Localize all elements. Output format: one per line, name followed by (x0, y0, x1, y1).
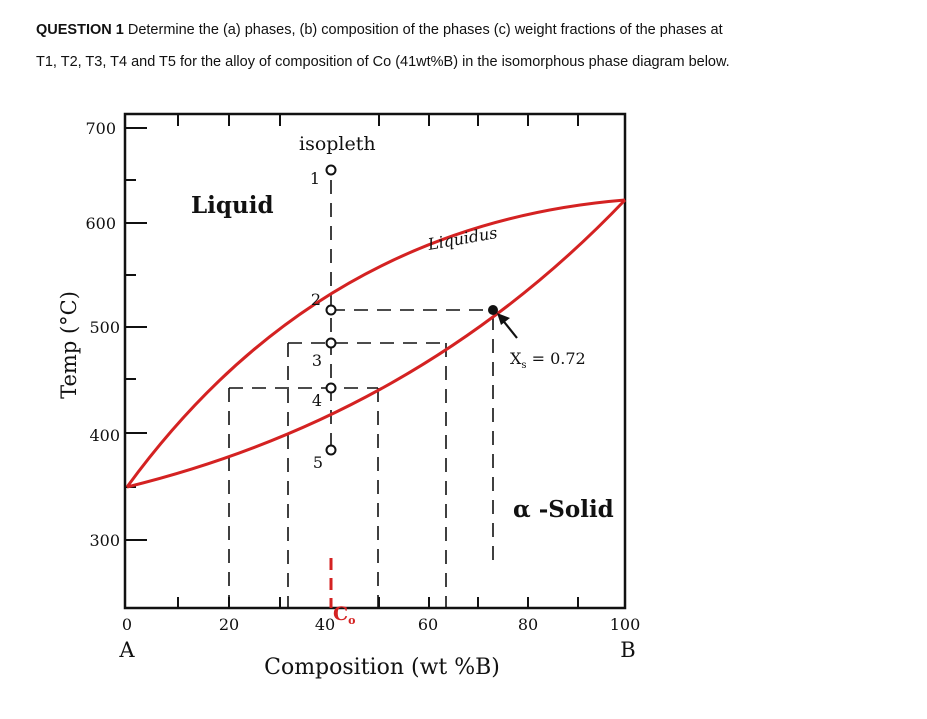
point-2-label: 2 (311, 290, 321, 309)
x-axis-top-ticks (177, 114, 579, 126)
y-tick-600: 600 (85, 214, 116, 233)
point-5-label: 5 (313, 453, 323, 472)
region-solid-label: α -Solid (513, 496, 614, 523)
y-tick-700: 700 (85, 119, 116, 138)
plot-frame (123, 112, 627, 610)
y-tick-300: 300 (89, 531, 120, 550)
solidus-curve (126, 198, 627, 489)
x-tick-60: 60 (418, 615, 438, 634)
y-tick-500: 500 (89, 318, 120, 337)
question-lead: QUESTION 1 (36, 22, 124, 38)
point-4-label: 4 (312, 391, 322, 410)
liquidus-label: Liquidus (425, 223, 498, 254)
liquidus-curve (125, 198, 626, 488)
tie-lines (228, 180, 494, 608)
co-symbol: C (333, 603, 348, 625)
co-subscript: o (348, 614, 355, 627)
point-2-marker (325, 304, 337, 316)
point-4-marker (325, 382, 337, 394)
xs-point (488, 305, 498, 315)
xs-subscript: s (521, 360, 526, 371)
end-label-a: A (118, 638, 135, 662)
point-1-marker (325, 164, 337, 176)
end-label-b: B (620, 638, 635, 662)
isopleth-label: isopleth (299, 133, 376, 155)
point-3-marker (325, 337, 337, 349)
x-tick-100: 100 (610, 615, 641, 634)
y-tick-400: 400 (89, 426, 120, 445)
x-tick-0: 0 (122, 615, 132, 634)
y-axis-ticks (125, 127, 147, 541)
xs-annotation: Xs = 0.72 (510, 349, 586, 371)
xs-arrow-head (497, 313, 510, 325)
question-line-1: Determine the (a) phases, (b) compositio… (123, 22, 723, 38)
region-liquid-label: Liquid (191, 192, 274, 219)
question-line-2: T1, T2, T3, T4 and T5 for the alloy of c… (36, 54, 730, 70)
co-label: Co (333, 603, 355, 627)
y-axis-label: Temp (°C) (57, 291, 81, 399)
question-text: QUESTION 1 Determine the (a) phases, (b)… (36, 14, 916, 78)
isopleth-points (325, 164, 337, 456)
x-tick-20: 20 (219, 615, 239, 634)
point-1-label: 1 (310, 169, 320, 188)
xs-value: = 0.72 (527, 349, 586, 368)
point-3-label: 3 (312, 351, 322, 370)
x-tick-40: 40 (315, 615, 335, 634)
point-5-marker (325, 444, 337, 456)
xs-symbol: X (510, 349, 522, 368)
x-axis-label: Composition (wt %B) (264, 655, 500, 680)
x-tick-80: 80 (518, 615, 538, 634)
